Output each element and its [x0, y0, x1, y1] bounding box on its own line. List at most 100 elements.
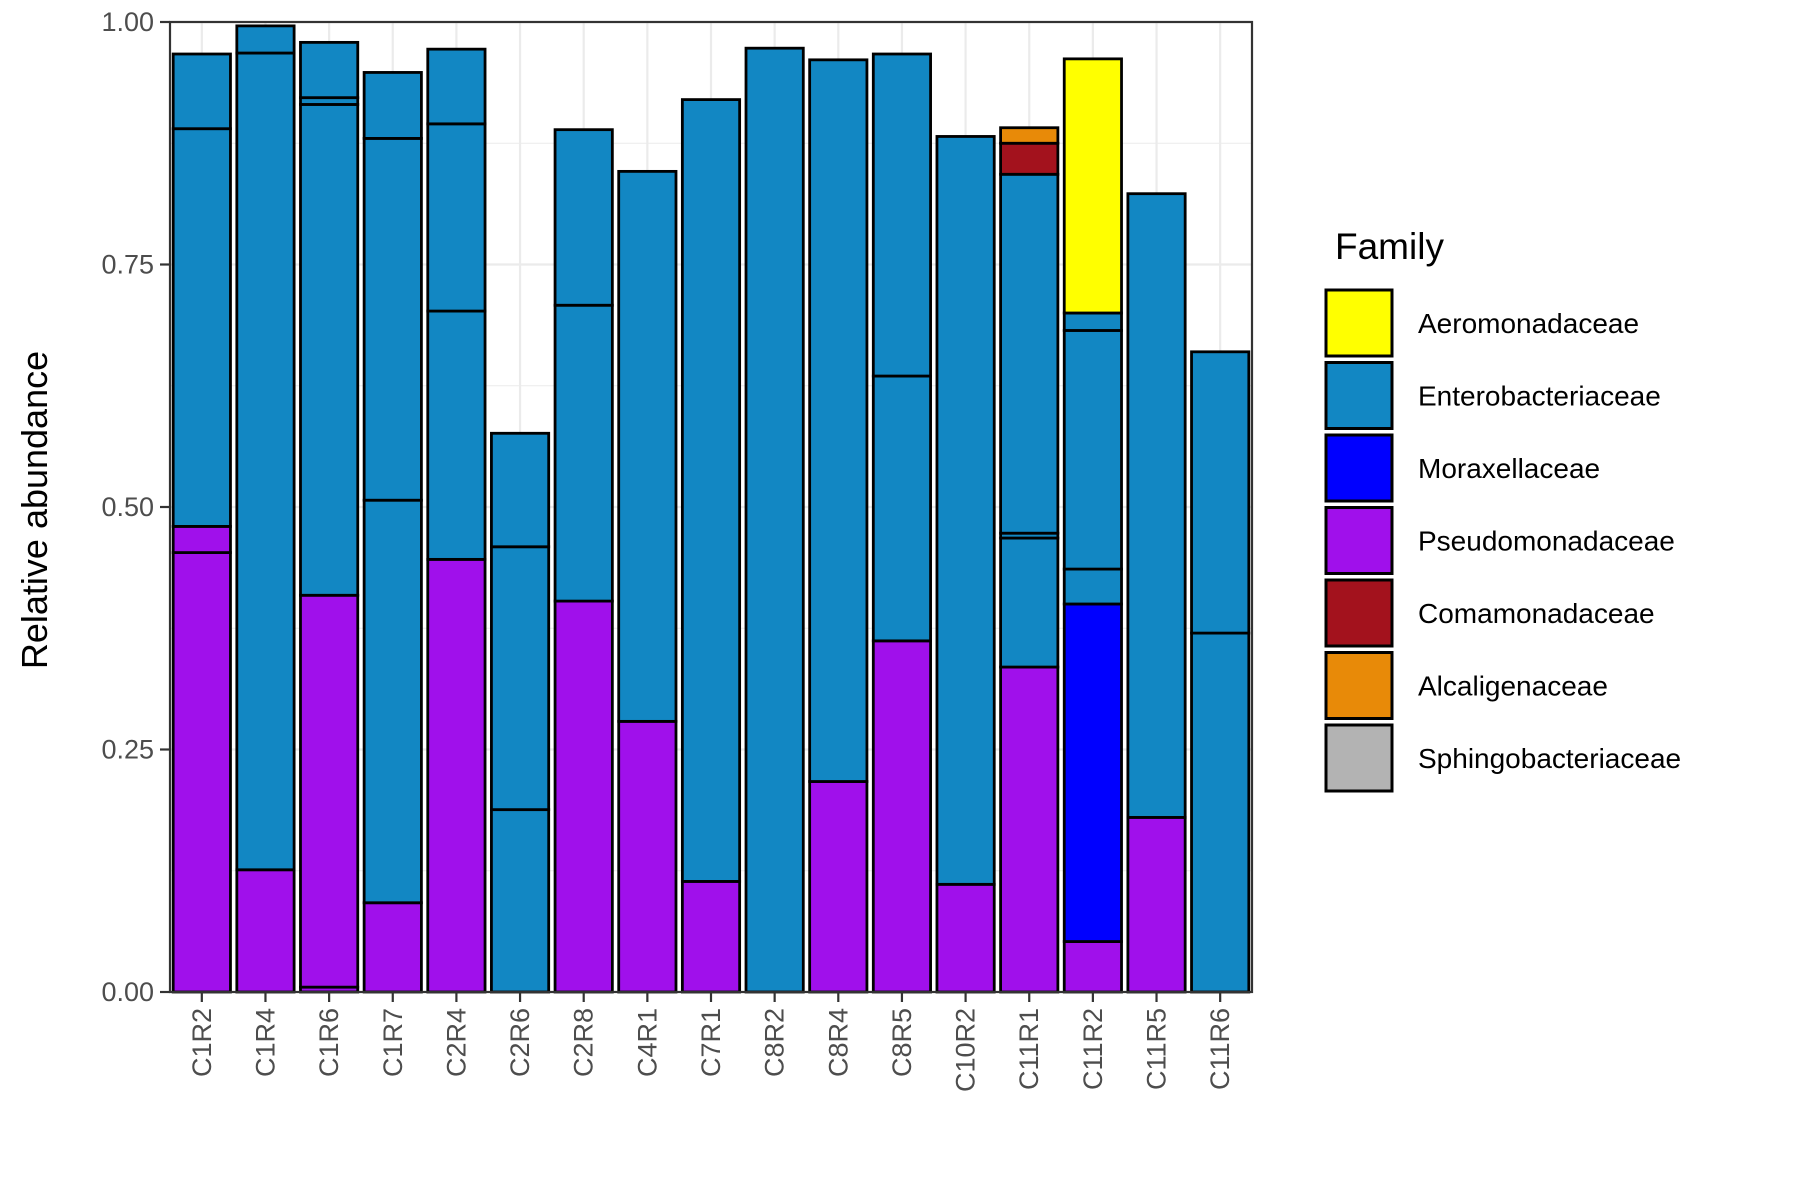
bar-segment [1062, 329, 1123, 571]
x-tick-label: C1R6 [314, 1008, 344, 1077]
legend-entry: Aeromonadaceae [1324, 288, 1639, 358]
x-tick-label: C7R1 [696, 1008, 726, 1077]
x-tick-label: C11R1 [1014, 1008, 1044, 1090]
x-tick-label: C11R5 [1142, 1008, 1172, 1090]
bar-segment [999, 172, 1060, 535]
legend-key-swatch [1324, 288, 1394, 358]
bar-segment [299, 593, 360, 989]
bar-segment [1126, 816, 1187, 994]
legend-key-swatch [1324, 506, 1394, 575]
bar-segment [299, 103, 360, 597]
bar-segment [617, 169, 678, 723]
bar-C10R2 [935, 135, 996, 994]
legend-label: Aeromonadaceae [1418, 308, 1639, 339]
bar-C1R4 [235, 24, 296, 994]
bar-C2R4 [426, 47, 487, 994]
y-axis: 0.00 0.25 0.50 0.75 1.00 [101, 7, 170, 1007]
bar-segment [171, 551, 232, 994]
bar-segment [999, 536, 1060, 669]
bar-C1R2 [171, 52, 232, 994]
bar-C11R2 [1062, 57, 1123, 994]
x-tick-label: C8R5 [887, 1008, 917, 1077]
bar-C8R4 [808, 58, 869, 994]
bar-segment [1062, 602, 1123, 943]
legend-label: Alcaligenaceae [1418, 671, 1608, 702]
x-tick-label: C2R4 [441, 1008, 471, 1077]
x-tick-label: C4R1 [632, 1008, 662, 1077]
y-tick-label: 0.75 [101, 250, 154, 280]
bar-segment [744, 46, 805, 994]
bar-segment [1062, 57, 1123, 315]
legend-title: Family [1335, 226, 1444, 267]
bar-segment [871, 374, 932, 643]
bar-segment [490, 545, 551, 812]
legend-label: Sphingobacteriaceae [1418, 743, 1681, 774]
bar-segment [171, 52, 232, 131]
bar-segment [299, 40, 360, 100]
bar-segment [808, 58, 869, 783]
y-axis-title: Relative abundance [14, 351, 55, 669]
x-tick-label: C1R7 [378, 1008, 408, 1077]
bar-segment [362, 901, 423, 994]
bar-C7R1 [680, 98, 742, 994]
legend-label: Moraxellaceae [1418, 453, 1600, 484]
bars-layer [171, 24, 1251, 994]
bar-segment [1062, 940, 1123, 994]
x-tick-label: C2R6 [505, 1008, 535, 1077]
bar-C2R8 [553, 128, 614, 994]
bar-segment [490, 808, 551, 994]
legend-key-swatch [1324, 651, 1394, 720]
legend-key-swatch [1324, 361, 1394, 430]
legend-label: Comamonadaceae [1418, 598, 1655, 629]
bar-segment [871, 639, 932, 994]
bar-segment [1190, 631, 1251, 994]
bar-segment [362, 71, 423, 140]
x-tick-label: C1R4 [250, 1008, 280, 1077]
bar-segment [680, 880, 742, 994]
bar-C11R6 [1190, 350, 1251, 994]
bar-C8R2 [744, 46, 805, 994]
bar-segment [426, 47, 487, 126]
bar-segment [235, 24, 296, 55]
bar-C1R7 [362, 71, 423, 994]
bar-C11R1 [999, 126, 1060, 994]
bar-segment [935, 135, 996, 886]
legend-label: Enterobacteriaceae [1418, 381, 1661, 412]
bar-segment [1062, 311, 1123, 332]
bar-segment [808, 780, 869, 994]
bar-segment [553, 599, 614, 994]
bar-segment [1190, 350, 1251, 635]
y-tick-label: 0.00 [101, 977, 154, 1007]
bar-segment [426, 122, 487, 313]
bar-C8R5 [871, 52, 932, 994]
legend-label: Pseudomonadaceae [1418, 526, 1675, 557]
legend-key-swatch [1324, 723, 1394, 793]
x-tick-label: C8R4 [823, 1008, 853, 1077]
bar-segment [1126, 192, 1187, 819]
bar-segment [617, 719, 678, 994]
x-tick-label: C10R2 [951, 1008, 981, 1092]
legend-entry: Enterobacteriaceae [1324, 361, 1661, 430]
x-tick-label: C11R6 [1205, 1008, 1235, 1090]
legend-key-swatch [1324, 578, 1394, 648]
bar-segment [553, 128, 614, 307]
bar-segment [1062, 567, 1123, 606]
legend-items: Aeromonadaceae Enterobacteriaceae Moraxell… [1324, 288, 1681, 793]
bar-segment [871, 52, 932, 378]
bar-segment [680, 98, 742, 883]
bar-segment [235, 51, 296, 872]
bar-segment [426, 557, 487, 994]
bar-segment [362, 498, 423, 905]
legend: Family Aeromonadaceae Enterobacteriaceae M… [1324, 226, 1681, 793]
bar-segment [235, 868, 296, 994]
x-tick-label: C2R8 [569, 1008, 599, 1077]
bar-C1R6 [299, 40, 360, 994]
bar-C4R1 [617, 169, 678, 994]
bar-segment [999, 126, 1060, 145]
bar-segment [171, 127, 232, 528]
y-tick-label: 0.50 [101, 492, 154, 522]
bar-segment [490, 431, 551, 549]
x-tick-label: C11R2 [1078, 1008, 1108, 1090]
legend-entry: Pseudomonadaceae [1324, 506, 1675, 575]
